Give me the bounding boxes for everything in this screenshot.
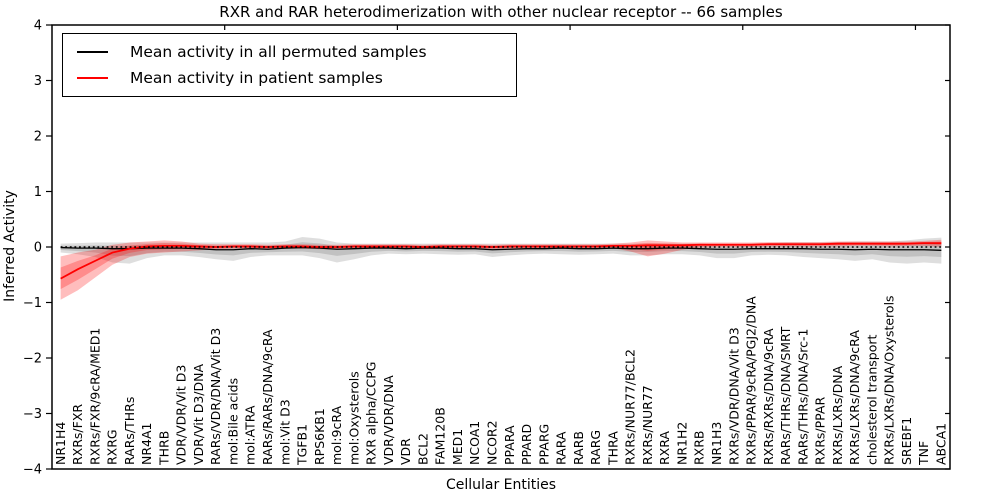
svg-text:RXRs/LXRs/DNA/9cRA: RXRs/LXRs/DNA/9cRA [847,330,862,465]
x-category-labels: NR1H4 RXRs/FXR RXRs/FXR/9cRA/MED1 RXRG RARs/… [53,295,949,466]
svg-text:RXRs/LXRs/DNA: RXRs/LXRs/DNA [830,365,845,465]
svg-text:RARs/THRs: RARs/THRs [122,397,137,465]
svg-text:RPS6KB1: RPS6KB1 [312,408,327,465]
chart-title: RXR and RAR heterodimerization with othe… [219,3,783,21]
line-layer [60,242,942,280]
svg-text:−3: −3 [23,407,42,422]
svg-text:RARG: RARG [588,430,603,465]
svg-text:RXRs/NUR77: RXRs/NUR77 [640,385,655,465]
svg-text:RARs/RARs/DNA/9cRA: RARs/RARs/DNA/9cRA [260,329,275,465]
svg-text:PPARA: PPARA [502,425,517,465]
legend-label-permuted: Mean activity in all permuted samples [130,43,427,62]
svg-text:3: 3 [34,74,42,89]
svg-text:VDR/Vit D3/DNA: VDR/Vit D3/DNA [191,364,206,465]
svg-text:1: 1 [34,185,42,200]
svg-text:0: 0 [34,240,42,255]
svg-text:mol:Vit D3: mol:Vit D3 [277,399,292,465]
legend-label-patient: Mean activity in patient samples [130,68,383,87]
svg-text:NR4A1: NR4A1 [139,423,154,466]
svg-text:THRA: THRA [605,431,620,466]
svg-text:RXRs/PPAR/9cRA/PGJ2/DNA: RXRs/PPAR/9cRA/PGJ2/DNA [744,296,759,465]
svg-text:RARs/VDR/DNA/Vit D3: RARs/VDR/DNA/Vit D3 [208,328,223,465]
svg-text:RARs/THRs/DNA/Src-1: RARs/THRs/DNA/Src-1 [795,329,810,465]
svg-text:RXRs/FXR: RXRs/FXR [70,404,85,465]
svg-text:2: 2 [34,129,42,144]
svg-text:PPARD: PPARD [519,424,534,465]
svg-text:MED1: MED1 [450,429,465,465]
svg-text:NCOR2: NCOR2 [484,420,499,465]
svg-text:ABCA1: ABCA1 [933,423,948,465]
svg-text:RARB: RARB [571,431,586,465]
svg-text:VDR/VDR/Vit D3: VDR/VDR/Vit D3 [174,365,189,465]
axis-ticks [46,24,950,470]
svg-text:mol:ATRA: mol:ATRA [243,405,258,465]
legend-item-permuted: Mean activity in all permuted samples [63,43,516,61]
svg-text:RXRG: RXRG [105,429,120,465]
svg-text:RXRs/LXRs/DNA/Oxysterols: RXRs/LXRs/DNA/Oxysterols [882,295,897,465]
patient-line-sample-icon [77,76,108,79]
svg-text:RXRs/RXRs/DNA/9cRA: RXRs/RXRs/DNA/9cRA [761,328,776,465]
x-axis-label: Cellular Entities [445,477,557,493]
svg-text:RXR alpha/CCPG: RXR alpha/CCPG [364,362,379,465]
svg-text:RXRs/PPAR: RXRs/PPAR [813,397,828,465]
svg-text:NR1H4: NR1H4 [53,422,68,465]
svg-text:SREBF1: SREBF1 [899,417,914,465]
legend: Mean activity in all permuted samples Me… [62,33,517,97]
y-tick-labels: 4 3 2 1 0 −1 −2 −3 −4 [23,18,42,477]
svg-text:cholesterol transport: cholesterol transport [864,334,879,465]
svg-text:NR1H2: NR1H2 [674,422,689,465]
y-axis-label: Inferred Activity [2,190,18,302]
svg-text:RXRs/NUR77/BCL2: RXRs/NUR77/BCL2 [623,349,638,465]
svg-text:NR1H3: NR1H3 [709,422,724,465]
svg-text:RARA: RARA [554,431,569,465]
svg-text:THRB: THRB [156,431,171,466]
svg-text:4: 4 [34,18,42,33]
svg-text:mol:Bile acids: mol:Bile acids [225,378,240,465]
svg-text:−2: −2 [23,351,42,366]
svg-text:mol:Oxysterols: mol:Oxysterols [346,371,361,465]
permuted-line-sample-icon [77,51,108,54]
svg-text:RXRA: RXRA [657,431,672,465]
svg-text:PPARG: PPARG [536,424,551,465]
svg-text:TGFB1: TGFB1 [295,424,310,466]
svg-text:−1: −1 [23,296,42,311]
svg-text:RXRs/FXR/9cRA/MED1: RXRs/FXR/9cRA/MED1 [87,328,102,465]
svg-text:mol:9cRA: mol:9cRA [329,405,344,465]
svg-text:RXRB: RXRB [692,430,707,465]
svg-text:RXRs/VDR/DNA/Vit D3: RXRs/VDR/DNA/Vit D3 [726,327,741,465]
svg-text:−4: −4 [23,462,42,477]
svg-text:VDR: VDR [398,438,413,465]
svg-text:FAM120B: FAM120B [433,407,448,465]
svg-text:TNF: TNF [916,441,931,466]
svg-text:VDR/VDR/DNA: VDR/VDR/DNA [381,375,396,465]
svg-text:RARs/THRs/DNA/SMRT: RARs/THRs/DNA/SMRT [778,326,793,465]
svg-text:BCL2: BCL2 [415,433,430,465]
legend-item-patient: Mean activity in patient samples [63,69,516,87]
svg-text:NCOA1: NCOA1 [467,421,482,465]
